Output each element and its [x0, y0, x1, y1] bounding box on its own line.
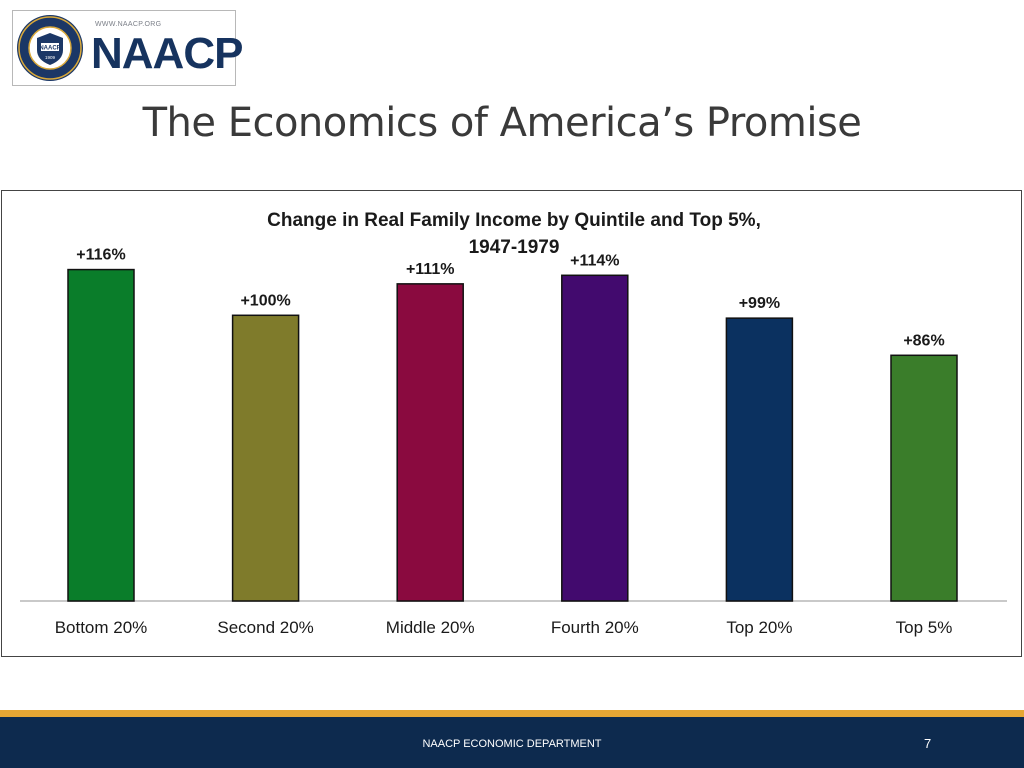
- svg-text:1909: 1909: [45, 55, 56, 60]
- slide-title: The Economics of America’s Promise: [142, 100, 862, 146]
- data-label-4: +99%: [739, 295, 780, 312]
- footer-bar: [0, 717, 1024, 768]
- data-label-0: +116%: [76, 247, 125, 264]
- page-number: 7: [924, 736, 932, 751]
- footer-department: NAACP ECONOMIC DEPARTMENT: [422, 738, 602, 750]
- income-bar-chart: Change in Real Family Income by Quintile…: [1, 190, 1022, 657]
- svg-text:NAACP: NAACP: [39, 46, 60, 52]
- chart-subtitle: 1947-1979: [469, 237, 560, 258]
- bar-3: [561, 274, 629, 602]
- data-label-3: +114%: [570, 252, 619, 269]
- footer-accent-stripe: [0, 710, 1024, 717]
- data-label-1: +100%: [240, 292, 290, 309]
- chart-canvas: Change in Real Family Income by Quintile…: [20, 210, 1007, 637]
- x-tick-label-4: Top 20%: [726, 618, 792, 637]
- data-label-5: +86%: [903, 332, 944, 349]
- logo-wordmark: NAACP: [91, 29, 243, 78]
- bar-0: [67, 268, 135, 602]
- logo-url: WWW.NAACP.ORG: [95, 21, 162, 28]
- naacp-seal-icon: NAACP 1909: [17, 15, 83, 81]
- x-tick-label-1: Second 20%: [217, 618, 313, 637]
- bar-1: [231, 314, 300, 602]
- bar-4: [725, 317, 794, 602]
- chart-title: Change in Real Family Income by Quintile…: [267, 210, 761, 231]
- bar-2: [396, 283, 464, 602]
- x-tick-label-5: Top 5%: [896, 618, 953, 637]
- x-tick-label-3: Fourth 20%: [551, 618, 639, 637]
- x-tick-label-2: Middle 20%: [386, 618, 475, 637]
- naacp-logo: NAACP 1909 WWW.NAACP.ORG NAACP: [12, 10, 243, 86]
- data-label-2: +111%: [406, 261, 455, 278]
- x-tick-label-0: Bottom 20%: [55, 618, 148, 637]
- bar-5: [890, 354, 958, 602]
